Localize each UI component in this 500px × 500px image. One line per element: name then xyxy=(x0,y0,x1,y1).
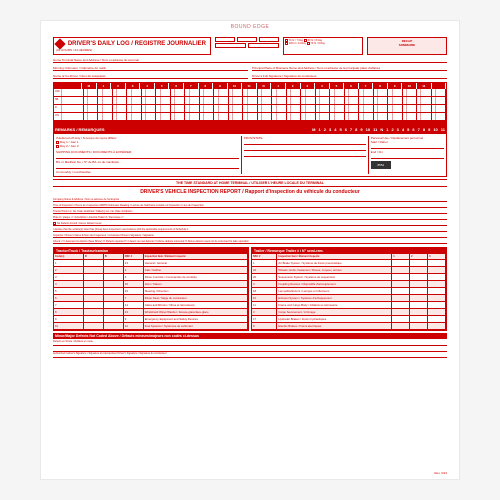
recap-block: RECAP SOMMAIRE xyxy=(367,37,447,55)
duty-rows[interactable]: OFFSBDON xyxy=(54,89,446,121)
trailer-row[interactable]: 11Frame and Cargo Body / Châssis et carr… xyxy=(252,302,446,309)
day-box[interactable] xyxy=(237,37,257,42)
form-subtitle: (24 HOURS / 24 HEURES) xyxy=(56,48,208,52)
trailer-table: Trailer / Remorque Trailer # / N° semi-r… xyxy=(251,247,447,331)
duty-row-ON[interactable]: ON xyxy=(54,113,446,121)
month-box[interactable] xyxy=(215,37,235,42)
tractor-row[interactable]: 4 16Horn / Klaxon xyxy=(54,281,248,288)
duty-row-D[interactable]: D xyxy=(54,105,446,113)
log-grid: M1234567891011N1234567891011 OFFSBDON xyxy=(53,82,447,126)
tractor-row[interactable]: 8 23Windshield Wiper/Washer / Essuie-gla… xyxy=(54,309,248,316)
commodity-label: Commodity / marchandise xyxy=(56,170,239,174)
date-block xyxy=(215,37,278,55)
day2-check[interactable] xyxy=(56,145,59,148)
trailer-row[interactable]: 17Hydraulic Brakes / Freins hydrauliques xyxy=(252,316,446,323)
tractor-row[interactable]: 6 7Driver Seat / Siège du conducteur xyxy=(54,295,248,302)
tractor-row[interactable]: 3 6Driver Controls / Commandes de condui… xyxy=(54,274,248,281)
form-title: DRIVER'S DAILY LOG / REGISTRE JOURNALIER xyxy=(68,41,206,47)
duty-row-OFF[interactable]: OFF xyxy=(54,89,446,97)
checks-line[interactable]: Check: ☐ I detected no defects (New Driv… xyxy=(53,238,447,244)
trailer-row[interactable]: 22Wheels, Hubs, Fasteners / Roues, moyeu… xyxy=(252,267,446,274)
trailer-row[interactable]: 18Lamps/Reflectors / Lampes et réflecteu… xyxy=(252,288,446,295)
bol-line[interactable] xyxy=(56,154,239,159)
morning-odo[interactable]: Morning Odometer / Odomètre du matin xyxy=(53,64,248,71)
tractor-row[interactable]: 1 13General / Général xyxy=(54,260,248,267)
dvir-title: DRIVER'S VEHICLE INSPECTION REPORT / Rap… xyxy=(53,189,447,195)
revision-label: Rev. 3/13 xyxy=(434,471,447,475)
time-standard: THE TIME STANDARD AT HOME TERMINAL / UTI… xyxy=(53,179,447,187)
tractor-row[interactable]: 10 12Fuel Systems / Systèmes de carburan… xyxy=(54,323,248,330)
recap-sub: SOMMAIRE xyxy=(369,43,445,47)
tractor-row[interactable]: 5 19Steering / Direction xyxy=(54,288,248,295)
check-120[interactable] xyxy=(285,42,288,45)
inspection-tables: Tractor/Truck / Tracteur/camion Code(s) … xyxy=(53,247,447,331)
year-box[interactable] xyxy=(259,37,279,42)
dvir-lines: Company Name & Address / Nom et adresse … xyxy=(53,196,447,244)
remarks-hours: M1234567891011N1234567891011 xyxy=(312,127,445,132)
bound-edge-label: BOUND EDGE xyxy=(231,24,270,30)
remarks-right: Personal Use / Déplacement personnel Sta… xyxy=(368,136,444,174)
terminal-line[interactable]: Home Terminal Name and Address / Nom et … xyxy=(53,56,447,63)
remarks-mid: PROV/STATE xyxy=(241,136,366,174)
final-sig-line[interactable]: Authorized Carrier's Signature / Signatu… xyxy=(53,352,447,358)
trailer-row[interactable]: 20Suspension System / Système de suspens… xyxy=(252,274,446,281)
tractor-row[interactable]: 2 2Cab / Cabine xyxy=(54,267,248,274)
codriver-line[interactable]: Name of Co-Driver / Nom du coéquipier xyxy=(53,72,248,79)
trailer-row[interactable]: 1Air Brake System / Système de freins pn… xyxy=(252,260,446,267)
date-box3[interactable] xyxy=(248,43,279,48)
check-70-8[interactable] xyxy=(307,42,310,45)
tractor-table: Tractor/Truck / Tracteur/camion Code(s) … xyxy=(53,247,249,331)
shipper-line[interactable] xyxy=(56,164,239,169)
duty-row-SB[interactable]: SB xyxy=(54,97,446,105)
form-number: 8551 xyxy=(371,161,391,169)
tractor-row[interactable]: 9 9Emergency Equipment and Safety Device… xyxy=(54,316,248,323)
no-defects-check[interactable] xyxy=(53,222,56,225)
cycle-checks: 70 hr / 7 Day 60 hr / 8 Day 120 hr / 14 … xyxy=(283,37,363,55)
trailer-row[interactable]: 8Electric Brakes / Freins électriques xyxy=(252,323,446,330)
trailer-row[interactable]: 3Cargo Securement / Arrimage xyxy=(252,309,446,316)
date-box2[interactable] xyxy=(215,43,246,48)
tick-row xyxy=(54,121,446,125)
form-page: BOUND EDGE DRIVER'S DAILY LOG / REGISTRE… xyxy=(40,20,460,480)
title-block: DRIVER'S DAILY LOG / REGISTRE JOURNALIER… xyxy=(53,37,211,55)
tractor-row[interactable]: 7 14Glass and Mirrors / Vitres et rétrov… xyxy=(54,302,248,309)
trailer-row[interactable]: 4Coupling Devices / Dispositifs d'accoup… xyxy=(252,281,446,288)
sig-line[interactable]: Driver's Full Signature / Signature du c… xyxy=(252,72,447,79)
business-line[interactable]: Principal Place of Business Name and Add… xyxy=(252,64,447,71)
defects-header: Minor/Major Defects Not Coded Above / Dé… xyxy=(53,333,447,339)
remarks-header: REMARKS / REMARQUES M1234567891011N12345… xyxy=(53,126,447,133)
footer-lines: Defects en Route / Défauts en route Auth… xyxy=(53,340,447,358)
header-row: DRIVER'S DAILY LOG / REGISTRE JOURNALIER… xyxy=(53,37,447,55)
trailer-row[interactable]: 10Exhaust System / Système d'échappement xyxy=(252,295,446,302)
remarks-label: REMARKS / REMARQUES xyxy=(55,127,105,132)
remarks-left: If deferred off duty / Si temps de repos… xyxy=(56,136,239,174)
remarks-body: If deferred off duty / Si temps de repos… xyxy=(53,133,447,177)
